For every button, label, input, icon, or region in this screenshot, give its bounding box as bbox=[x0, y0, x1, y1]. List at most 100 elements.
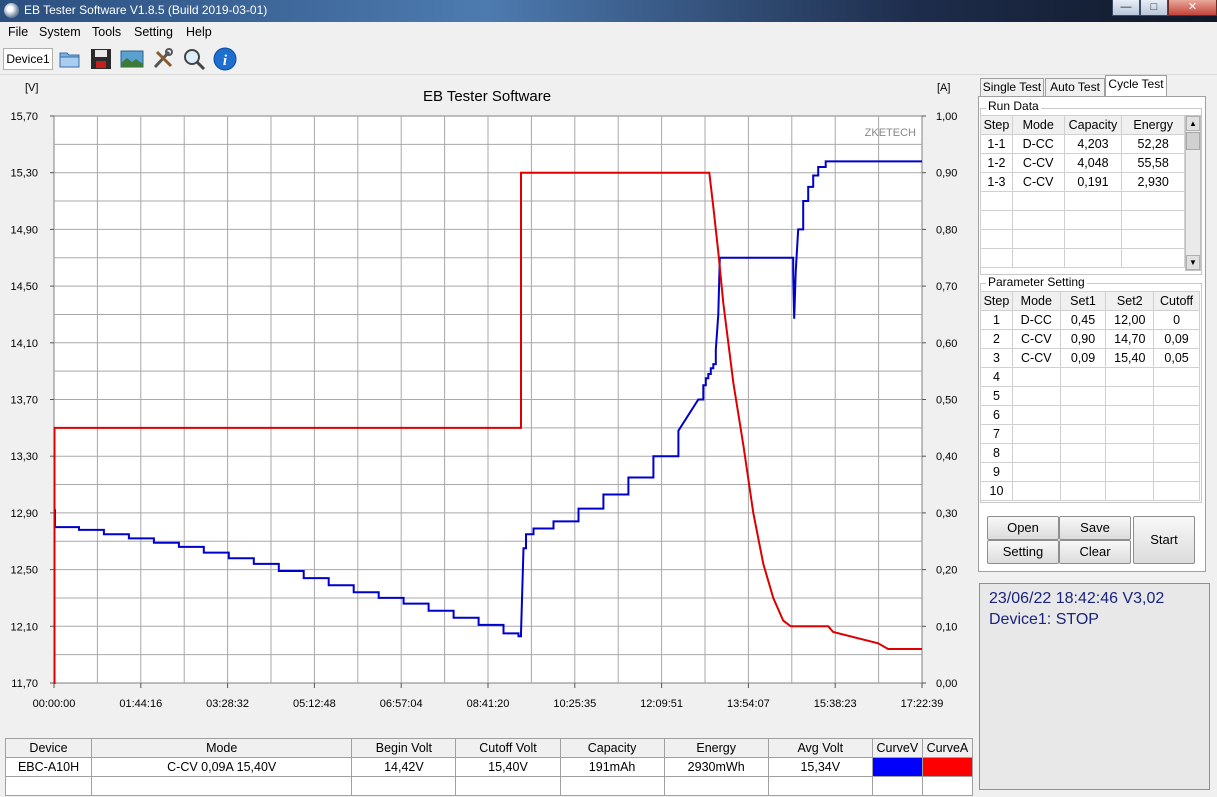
parameter-cell[interactable] bbox=[1011, 443, 1061, 463]
parameter-row[interactable]: 6 bbox=[980, 405, 1200, 425]
parameter-cell[interactable] bbox=[1011, 405, 1061, 425]
setting-button[interactable]: Setting bbox=[987, 540, 1059, 564]
run-data-row[interactable] bbox=[980, 210, 1185, 230]
parameter-row[interactable]: 3 C-CV 0,09 15,40 0,05 bbox=[980, 348, 1200, 368]
scroll-down-icon[interactable]: ▼ bbox=[1186, 255, 1200, 270]
y-right-tick-label: 0,70 bbox=[936, 281, 957, 293]
tab-cycle-test[interactable]: Cycle Test bbox=[1105, 75, 1167, 97]
parameter-cell[interactable]: 10 bbox=[980, 481, 1013, 501]
parameter-cell[interactable] bbox=[1011, 367, 1061, 387]
parameter-cell[interactable] bbox=[1059, 367, 1107, 387]
parameter-cell[interactable]: D-CC bbox=[1011, 310, 1061, 330]
parameter-cell[interactable]: 15,40 bbox=[1105, 348, 1155, 368]
menu-help[interactable]: Help bbox=[186, 25, 212, 39]
run-data-row[interactable] bbox=[980, 229, 1185, 249]
parameter-cell[interactable] bbox=[1153, 424, 1200, 444]
device-tab[interactable]: Device1 bbox=[3, 48, 53, 70]
menu-system[interactable]: System bbox=[39, 25, 81, 39]
parameter-cell[interactable] bbox=[1105, 443, 1155, 463]
parameter-cell[interactable] bbox=[1011, 386, 1061, 406]
parameter-cell[interactable]: 6 bbox=[980, 405, 1013, 425]
parameter-row[interactable]: 9 bbox=[980, 462, 1200, 482]
parameter-cell[interactable]: 8 bbox=[980, 443, 1013, 463]
parameter-cell[interactable] bbox=[1105, 462, 1155, 482]
parameter-cell[interactable]: 1 bbox=[980, 310, 1013, 330]
parameter-cell[interactable] bbox=[1059, 405, 1107, 425]
parameter-cell[interactable]: 0,90 bbox=[1059, 329, 1107, 349]
run-data-scrollbar[interactable]: ▲ ▼ bbox=[1185, 115, 1201, 271]
parameter-row[interactable]: 8 bbox=[980, 443, 1200, 463]
parameter-cell[interactable] bbox=[1153, 462, 1200, 482]
parameter-cell[interactable] bbox=[1011, 424, 1061, 444]
parameter-cell[interactable] bbox=[1105, 367, 1155, 387]
parameter-row[interactable]: 4 bbox=[980, 367, 1200, 387]
parameter-cell[interactable] bbox=[1059, 481, 1107, 501]
parameter-row[interactable]: 1 D-CC 0,45 12,00 0 bbox=[980, 310, 1200, 330]
tools-icon[interactable] bbox=[150, 46, 176, 72]
parameter-row[interactable]: 7 bbox=[980, 424, 1200, 444]
parameter-cell[interactable] bbox=[1153, 443, 1200, 463]
start-button[interactable]: Start bbox=[1133, 516, 1195, 564]
parameter-row[interactable]: 2 C-CV 0,90 14,70 0,09 bbox=[980, 329, 1200, 349]
clear-button[interactable]: Clear bbox=[1059, 540, 1131, 564]
parameter-cell[interactable]: C-CV bbox=[1011, 329, 1061, 349]
parameter-cell[interactable] bbox=[1059, 424, 1107, 444]
run-data-row[interactable] bbox=[980, 191, 1185, 211]
run-data-cell: 1-1 bbox=[980, 134, 1013, 154]
parameter-cell[interactable]: 0,05 bbox=[1153, 348, 1200, 368]
scroll-thumb[interactable] bbox=[1186, 132, 1200, 150]
info-icon[interactable]: i bbox=[212, 46, 238, 72]
parameter-row[interactable]: 10 bbox=[980, 481, 1200, 501]
parameter-cell[interactable] bbox=[1153, 405, 1200, 425]
maximize-button[interactable]: □ bbox=[1140, 0, 1168, 16]
curve-v-swatch[interactable] bbox=[871, 757, 923, 777]
save-disk-icon[interactable] bbox=[88, 46, 114, 72]
parameter-cell[interactable]: 0,45 bbox=[1059, 310, 1107, 330]
chart-title: EB Tester Software bbox=[423, 88, 551, 105]
run-data-row[interactable]: 1-1 D-CC 4,203 52,28 bbox=[980, 134, 1185, 154]
menu-setting[interactable]: Setting bbox=[134, 25, 173, 39]
run-data-row[interactable] bbox=[980, 248, 1185, 268]
parameter-cell[interactable]: 2 bbox=[980, 329, 1013, 349]
parameter-cell[interactable] bbox=[1059, 386, 1107, 406]
parameter-row[interactable]: 5 bbox=[980, 386, 1200, 406]
toolbar: Device1 i bbox=[0, 43, 1217, 75]
tab-single-test[interactable]: Single Test bbox=[980, 78, 1044, 97]
menu-tools[interactable]: Tools bbox=[92, 25, 122, 39]
parameter-cell[interactable] bbox=[1105, 481, 1155, 501]
tab-auto-test[interactable]: Auto Test bbox=[1045, 78, 1105, 97]
parameter-cell[interactable] bbox=[1011, 481, 1061, 501]
parameter-cell[interactable] bbox=[1153, 481, 1200, 501]
parameter-cell[interactable] bbox=[1059, 462, 1107, 482]
parameter-cell[interactable]: 4 bbox=[980, 367, 1013, 387]
image-icon[interactable] bbox=[119, 46, 145, 72]
curve-a-swatch[interactable] bbox=[921, 757, 974, 777]
save-button[interactable]: Save bbox=[1059, 516, 1131, 540]
parameter-cell[interactable]: 12,00 bbox=[1105, 310, 1155, 330]
scroll-up-icon[interactable]: ▲ bbox=[1186, 116, 1200, 131]
parameter-cell[interactable]: 5 bbox=[980, 386, 1013, 406]
parameter-cell[interactable]: 3 bbox=[980, 348, 1013, 368]
parameter-cell[interactable]: 0 bbox=[1153, 310, 1200, 330]
parameter-cell[interactable]: C-CV bbox=[1011, 348, 1061, 368]
minimize-button[interactable]: — bbox=[1112, 0, 1140, 16]
run-data-row[interactable]: 1-2 C-CV 4,048 55,58 bbox=[980, 153, 1185, 173]
parameter-cell[interactable] bbox=[1105, 424, 1155, 444]
parameter-cell[interactable] bbox=[1153, 386, 1200, 406]
parameter-cell[interactable] bbox=[1011, 462, 1061, 482]
parameter-cell[interactable] bbox=[1059, 443, 1107, 463]
parameter-cell[interactable] bbox=[1153, 367, 1200, 387]
parameter-cell[interactable]: 7 bbox=[980, 424, 1013, 444]
run-data-row[interactable]: 1-3 C-CV 0,191 2,930 bbox=[980, 172, 1185, 192]
open-folder-icon[interactable] bbox=[57, 46, 83, 72]
open-button[interactable]: Open bbox=[987, 516, 1059, 540]
parameter-cell[interactable]: 0,09 bbox=[1153, 329, 1200, 349]
close-button[interactable]: ✕ bbox=[1168, 0, 1217, 16]
parameter-cell[interactable] bbox=[1105, 405, 1155, 425]
menu-file[interactable]: File bbox=[8, 25, 29, 39]
magnifier-icon[interactable] bbox=[181, 46, 207, 72]
parameter-cell[interactable]: 9 bbox=[980, 462, 1013, 482]
parameter-cell[interactable]: 14,70 bbox=[1105, 329, 1155, 349]
parameter-cell[interactable] bbox=[1105, 386, 1155, 406]
parameter-cell[interactable]: 0,09 bbox=[1059, 348, 1107, 368]
